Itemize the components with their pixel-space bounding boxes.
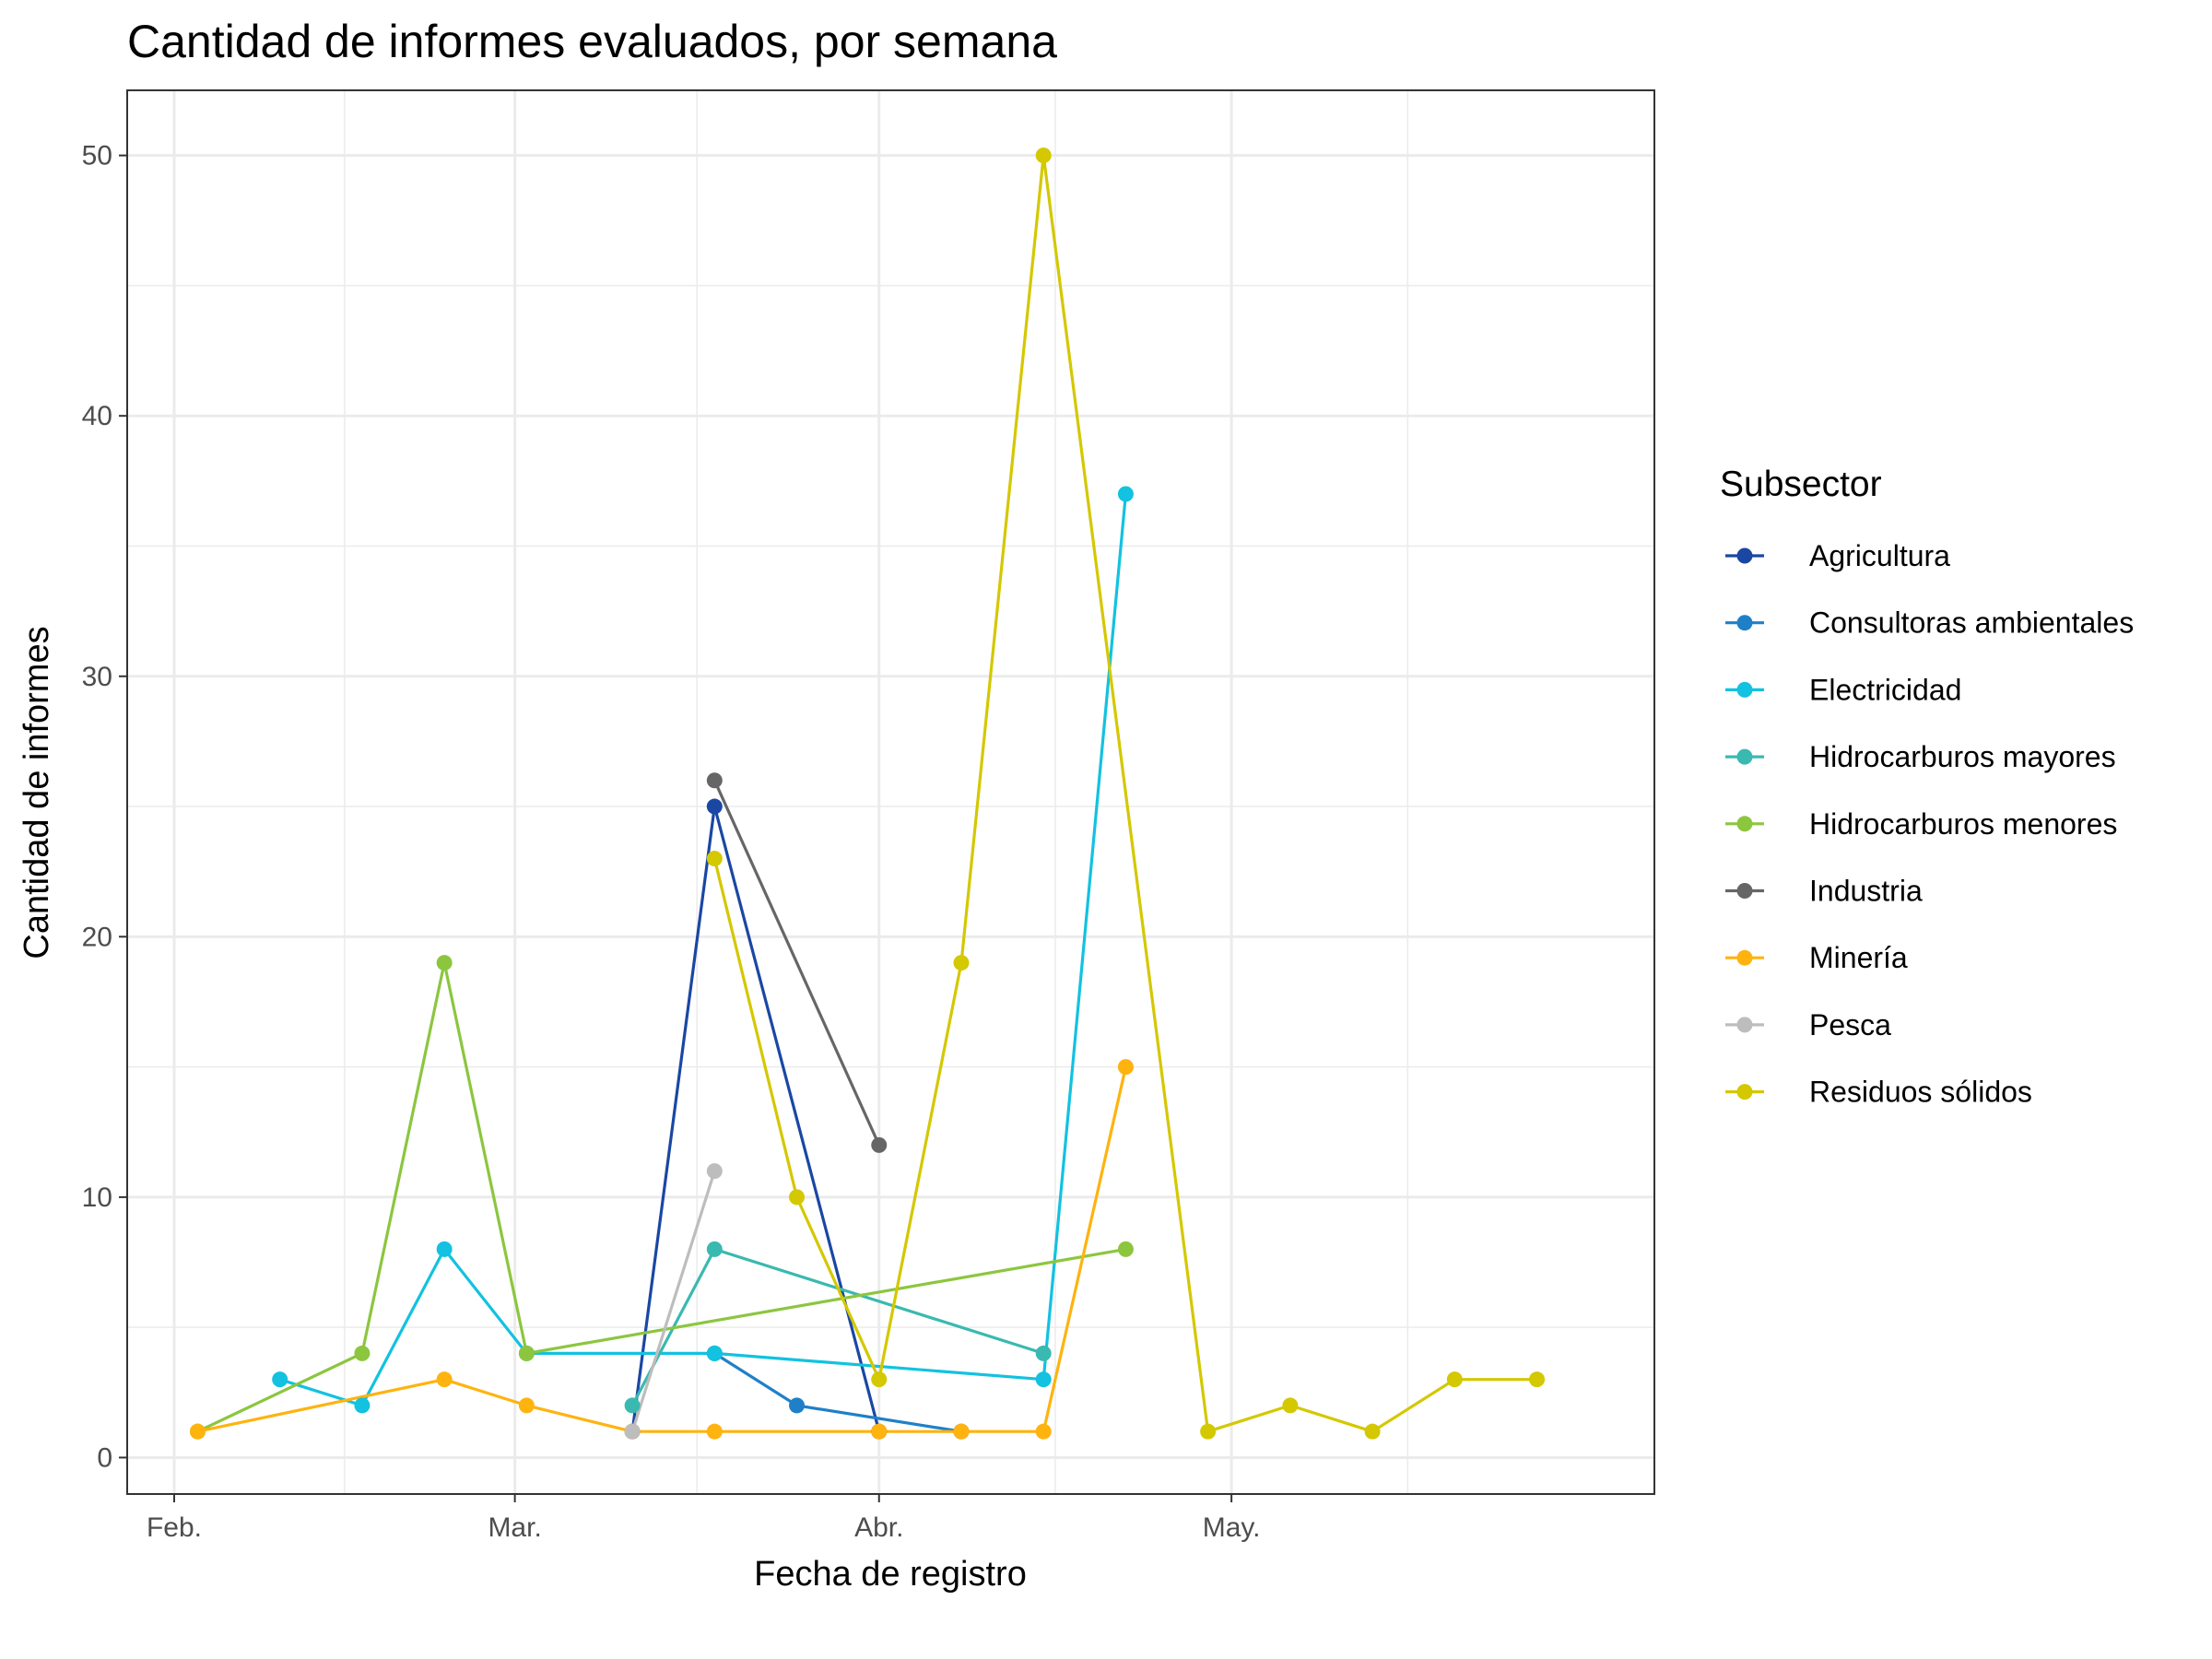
data-point-pesca — [706, 1163, 723, 1180]
y-tick-label: 30 — [82, 662, 112, 692]
data-point-electricidad — [436, 1241, 453, 1257]
y-tick-label: 10 — [82, 1182, 112, 1213]
legend: Subsector Agricultura Consultoras ambient… — [1720, 465, 2134, 1109]
y-tick-label: 40 — [82, 401, 112, 431]
data-point-hidrocarburos-mayores — [706, 1241, 723, 1257]
data-point-residuos-solidos — [1364, 1423, 1381, 1440]
data-point-residuos-solidos — [1200, 1423, 1217, 1440]
legend-label: Hidrocarburos menores — [1809, 807, 2117, 841]
data-point-electricidad — [1035, 1371, 1052, 1388]
y-tick-label: 50 — [82, 141, 112, 171]
legend-items: Agricultura Consultoras ambientales Electr… — [1725, 539, 2134, 1109]
legend-key-point — [1736, 615, 1753, 631]
data-point-residuos-solidos — [871, 1371, 888, 1388]
x-tick-label: May. — [1203, 1512, 1261, 1543]
panel-border — [126, 89, 1655, 1495]
legend-key-point — [1736, 816, 1753, 832]
data-point-residuos-solidos — [953, 955, 970, 971]
x-axis-title: Fecha de registro — [754, 1555, 1027, 1594]
y-axis: 0 10 20 30 40 50 — [82, 141, 127, 1473]
x-tick-label: Mar. — [488, 1512, 541, 1543]
data-point-consultoras-ambientales — [789, 1397, 806, 1414]
x-tick-label: Feb. — [147, 1512, 202, 1543]
legend-label: Industria — [1809, 875, 1923, 908]
legend-item-hidrocarburos-mayores: Hidrocarburos mayores — [1725, 740, 2116, 773]
data-point-mineria — [518, 1397, 535, 1414]
data-point-electricidad — [1117, 486, 1134, 502]
data-point-mineria — [871, 1423, 888, 1440]
legend-key-point — [1736, 949, 1753, 966]
data-point-residuos-solidos — [1446, 1371, 1463, 1388]
data-point-agricultura — [706, 798, 723, 815]
data-point-residuos-solidos — [1529, 1371, 1546, 1388]
data-point-electricidad — [706, 1345, 723, 1361]
data-point-hidrocarburos-menores — [436, 955, 453, 971]
legend-key-point — [1736, 748, 1753, 765]
data-point-mineria — [189, 1423, 206, 1440]
y-tick-label: 0 — [97, 1442, 112, 1473]
data-point-electricidad — [354, 1397, 371, 1414]
legend-label: Consultoras ambientales — [1809, 606, 2134, 640]
y-axis-title: Cantidad de informes — [18, 626, 56, 959]
legend-label: Agricultura — [1809, 539, 1950, 572]
legend-item-mineria: Minería — [1725, 941, 1908, 974]
data-point-electricidad — [272, 1371, 288, 1388]
data-point-industria — [871, 1136, 888, 1153]
data-point-residuos-solidos — [1035, 147, 1052, 164]
data-point-residuos-solidos — [706, 851, 723, 867]
data-point-hidrocarburos-mayores — [624, 1397, 641, 1414]
legend-title: Subsector — [1720, 465, 1882, 504]
legend-key-point — [1736, 1084, 1753, 1100]
legend-item-electricidad: Electricidad — [1725, 673, 1961, 706]
data-point-mineria — [706, 1423, 723, 1440]
legend-item-pesca: Pesca — [1725, 1008, 1891, 1041]
legend-key-point — [1736, 1017, 1753, 1033]
legend-label: Electricidad — [1809, 673, 1961, 706]
chart-title: Cantidad de informes evaluados, por sema… — [127, 16, 1057, 67]
legend-label: Minería — [1809, 941, 1908, 974]
data-point-mineria — [436, 1371, 453, 1388]
panel-background — [127, 90, 1654, 1494]
data-point-mineria — [953, 1423, 970, 1440]
legend-item-hidrocarburos-menores: Hidrocarburos menores — [1725, 807, 2117, 841]
series-line-industria — [712, 780, 881, 1147]
legend-item-agricultura: Agricultura — [1725, 539, 1950, 572]
series-points — [189, 147, 1546, 1440]
data-point-residuos-solidos — [789, 1189, 806, 1206]
data-point-mineria — [1117, 1059, 1134, 1076]
data-point-hidrocarburos-menores — [1117, 1241, 1134, 1257]
series-line-pesca — [630, 1171, 716, 1432]
legend-label: Hidrocarburos mayores — [1809, 740, 2116, 773]
data-point-hidrocarburos-mayores — [1035, 1345, 1052, 1361]
legend-item-consultoras-ambientales: Consultoras ambientales — [1725, 606, 2134, 640]
legend-item-residuos-solidos: Residuos sólidos — [1725, 1076, 2032, 1109]
data-point-pesca — [624, 1423, 641, 1440]
legend-key-point — [1736, 547, 1753, 564]
y-tick-label: 20 — [82, 922, 112, 952]
legend-item-industria: Industria — [1725, 875, 1923, 908]
minor-gridlines — [127, 90, 1654, 1494]
x-tick-label: Abr. — [854, 1512, 903, 1543]
data-point-hidrocarburos-menores — [354, 1345, 371, 1361]
data-point-mineria — [1035, 1423, 1052, 1440]
legend-key-point — [1736, 681, 1753, 698]
legend-key-point — [1736, 883, 1753, 899]
data-point-hidrocarburos-menores — [518, 1345, 535, 1361]
major-gridlines — [127, 90, 1654, 1494]
plot-panel — [126, 89, 1655, 1495]
data-point-residuos-solidos — [1282, 1397, 1299, 1414]
legend-label: Residuos sólidos — [1809, 1076, 2032, 1109]
legend-label: Pesca — [1809, 1008, 1891, 1041]
x-axis: Feb. Mar. Abr. May. — [147, 1494, 1261, 1543]
data-point-industria — [706, 772, 723, 789]
series-line-residuos-solidos — [712, 154, 1537, 1433]
